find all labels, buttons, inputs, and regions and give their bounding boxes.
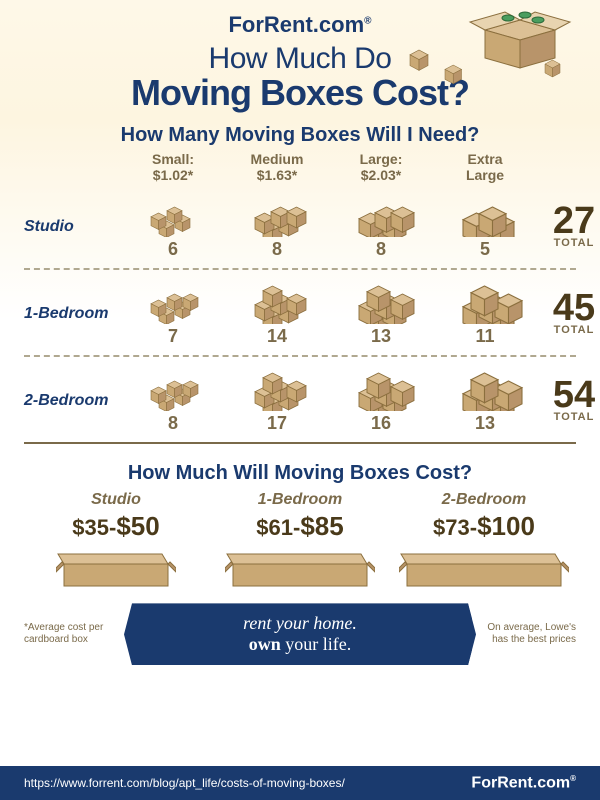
cost-price: $73-$100 xyxy=(392,511,576,542)
cost-label: 1-Bedroom xyxy=(208,491,392,509)
box-count: 7 xyxy=(123,326,223,347)
footer-bar: https://www.forrent.com/blog/apt_life/co… xyxy=(0,766,600,800)
row-label: 1-Bedroom xyxy=(24,305,119,323)
box-count: 6 xyxy=(123,239,223,260)
cost-section: How Much Will Moving Boxes Cost? Studio … xyxy=(0,444,600,597)
box-stack-icon xyxy=(227,280,327,324)
column-headers: Small:$1.02* Medium$1.63* Large:$2.03* E… xyxy=(24,151,576,183)
cost-item: Studio $35-$50 xyxy=(24,491,208,597)
section1-heading: How Many Moving Boxes Will I Need? xyxy=(0,124,600,147)
grid-cell: 6 xyxy=(123,193,223,260)
grid-cell: 8 xyxy=(123,367,223,434)
header-boxes-illustration xyxy=(390,10,580,100)
footnote-right: On average, Lowe's has the best prices xyxy=(486,622,576,646)
footer-url: https://www.forrent.com/blog/apt_life/co… xyxy=(24,776,345,790)
box-count: 14 xyxy=(227,326,327,347)
box-count: 11 xyxy=(435,326,535,347)
box-count: 16 xyxy=(331,413,431,434)
grid-row: 2-Bedroom 8 xyxy=(24,357,576,444)
tagline-banner: rent your home. own your life. xyxy=(124,603,476,665)
row-total: 45TOTAL xyxy=(539,292,600,336)
footnote-left: *Average cost per cardboard box xyxy=(24,622,114,646)
row-total: 54TOTAL xyxy=(539,379,600,423)
cost-label: Studio xyxy=(24,491,208,509)
box-count: 13 xyxy=(331,326,431,347)
grid-row: Studio 6 xyxy=(24,183,576,270)
col-small: Small:$1.02* xyxy=(123,151,223,183)
box-count: 17 xyxy=(227,413,327,434)
cost-price: $61-$85 xyxy=(208,511,392,542)
grid-cell: 16 xyxy=(331,367,431,434)
section2-heading: How Much Will Moving Boxes Cost? xyxy=(24,462,576,485)
grid-cell: 7 xyxy=(123,280,223,347)
grid-cell: 17 xyxy=(227,367,327,434)
grid-cell: 13 xyxy=(331,280,431,347)
grid-cell: 11 xyxy=(435,280,535,347)
box-stack-icon xyxy=(435,193,535,237)
box-count: 8 xyxy=(227,239,327,260)
box-stack-icon xyxy=(123,367,223,411)
box-stack-icon xyxy=(435,367,535,411)
col-large: Large:$2.03* xyxy=(331,151,431,183)
box-stack-icon xyxy=(227,367,327,411)
cost-item: 2-Bedroom $73-$100 xyxy=(392,491,576,597)
box-stack-icon xyxy=(331,367,431,411)
footer-logo: ForRent.com® xyxy=(471,774,576,792)
footnotes-row: *Average cost per cardboard box rent you… xyxy=(0,597,600,673)
box-stack-icon xyxy=(227,193,327,237)
grid-cell: 14 xyxy=(227,280,327,347)
box-count: 8 xyxy=(123,413,223,434)
grid-row: 1-Bedroom 7 xyxy=(24,270,576,357)
box-stack-icon xyxy=(123,193,223,237)
grid-cell: 8 xyxy=(331,193,431,260)
col-xlarge: ExtraLarge xyxy=(435,151,535,183)
box-stack-icon xyxy=(123,280,223,324)
box-count: 5 xyxy=(435,239,535,260)
cost-label: 2-Bedroom xyxy=(392,491,576,509)
grid-cell: 5 xyxy=(435,193,535,260)
open-box-icon xyxy=(24,542,208,597)
box-stack-icon xyxy=(331,193,431,237)
box-stack-icon xyxy=(331,280,431,324)
cost-item: 1-Bedroom $61-$85 xyxy=(208,491,392,597)
grid-cell: 13 xyxy=(435,367,535,434)
cost-price: $35-$50 xyxy=(24,511,208,542)
col-medium: Medium$1.63* xyxy=(227,151,327,183)
box-stack-icon xyxy=(435,280,535,324)
row-total: 27TOTAL xyxy=(539,205,600,249)
grid-cell: 8 xyxy=(227,193,327,260)
box-count: 13 xyxy=(435,413,535,434)
row-label: 2-Bedroom xyxy=(24,392,119,410)
box-count-grid: Small:$1.02* Medium$1.63* Large:$2.03* E… xyxy=(0,151,600,444)
row-label: Studio xyxy=(24,218,119,236)
box-count: 8 xyxy=(331,239,431,260)
open-box-icon xyxy=(208,542,392,597)
open-box-icon xyxy=(392,542,576,597)
